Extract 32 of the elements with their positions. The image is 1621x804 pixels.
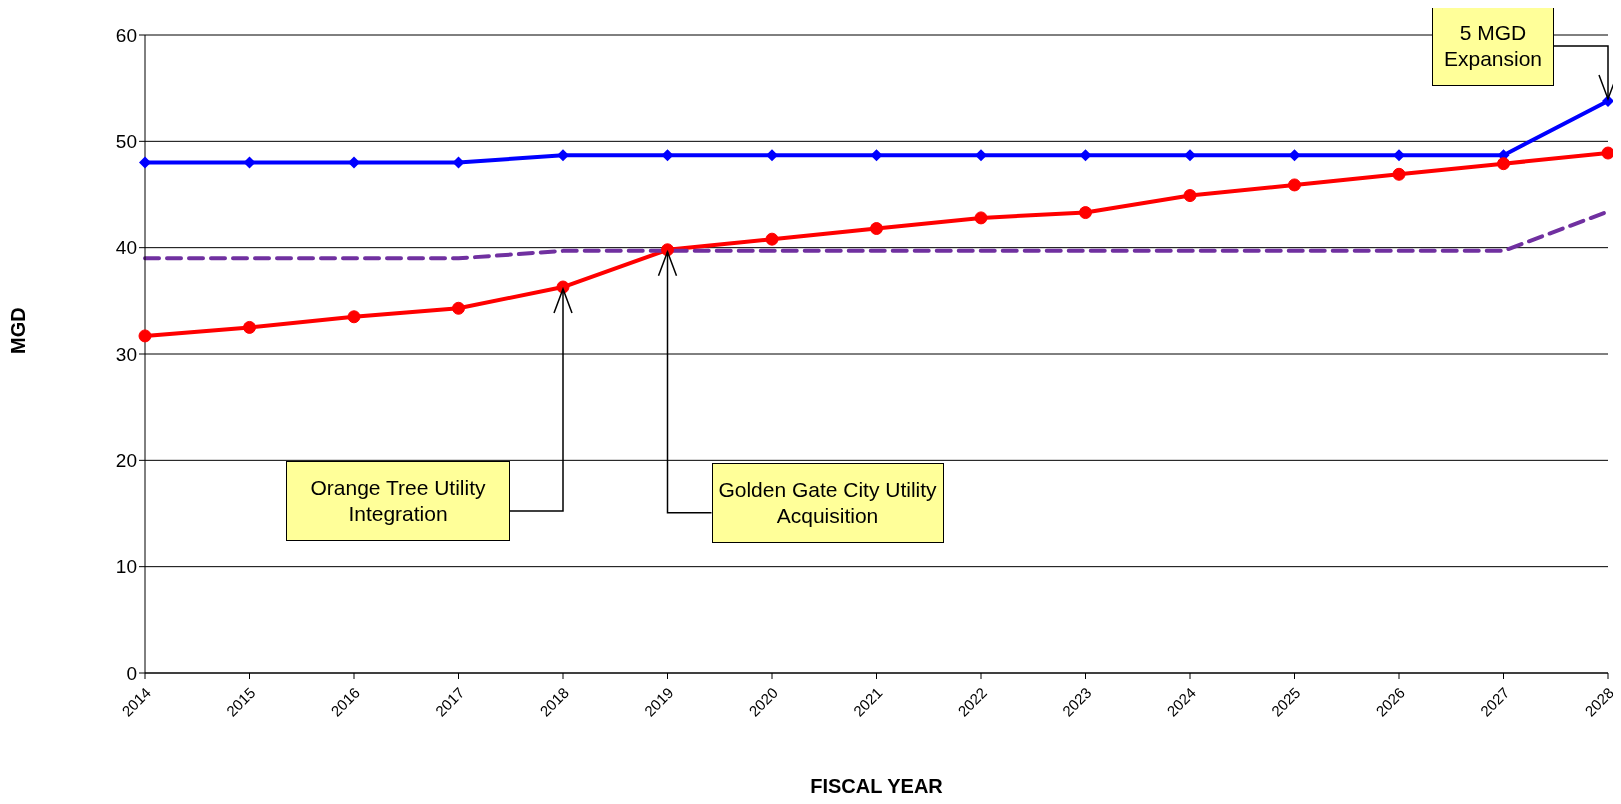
point bbox=[1392, 167, 1406, 181]
y-tick-label: 50 bbox=[115, 131, 137, 153]
point bbox=[974, 211, 988, 225]
y-tick-label: 10 bbox=[115, 556, 137, 578]
point bbox=[348, 156, 360, 169]
point bbox=[452, 301, 465, 315]
point bbox=[1601, 146, 1613, 160]
point bbox=[1183, 189, 1197, 203]
y-tick-label: 60 bbox=[115, 24, 137, 46]
point bbox=[765, 232, 779, 246]
point bbox=[1497, 157, 1510, 171]
point bbox=[1079, 206, 1092, 220]
point bbox=[1184, 149, 1196, 162]
point bbox=[347, 310, 361, 324]
y-tick-label: 30 bbox=[115, 343, 137, 365]
point bbox=[870, 222, 883, 236]
point bbox=[139, 156, 151, 169]
y-axis-title: MGD bbox=[7, 307, 30, 354]
annotation: Orange Tree Utility Integration bbox=[286, 461, 510, 541]
point bbox=[1288, 178, 1301, 192]
y-tick-label: 0 bbox=[126, 662, 137, 684]
point bbox=[1393, 149, 1405, 162]
annotation: 5 MGD Expansion bbox=[1432, 5, 1554, 86]
point bbox=[975, 149, 987, 162]
y-tick-label: 40 bbox=[115, 237, 137, 259]
annotation: Golden Gate City Utility Acquisition bbox=[711, 462, 944, 543]
point bbox=[557, 149, 569, 162]
y-tick-label: 20 bbox=[115, 450, 137, 472]
x-axis-title: FISCAL YEAR bbox=[810, 775, 944, 797]
point bbox=[766, 149, 778, 162]
point bbox=[243, 320, 256, 334]
point bbox=[138, 329, 152, 343]
